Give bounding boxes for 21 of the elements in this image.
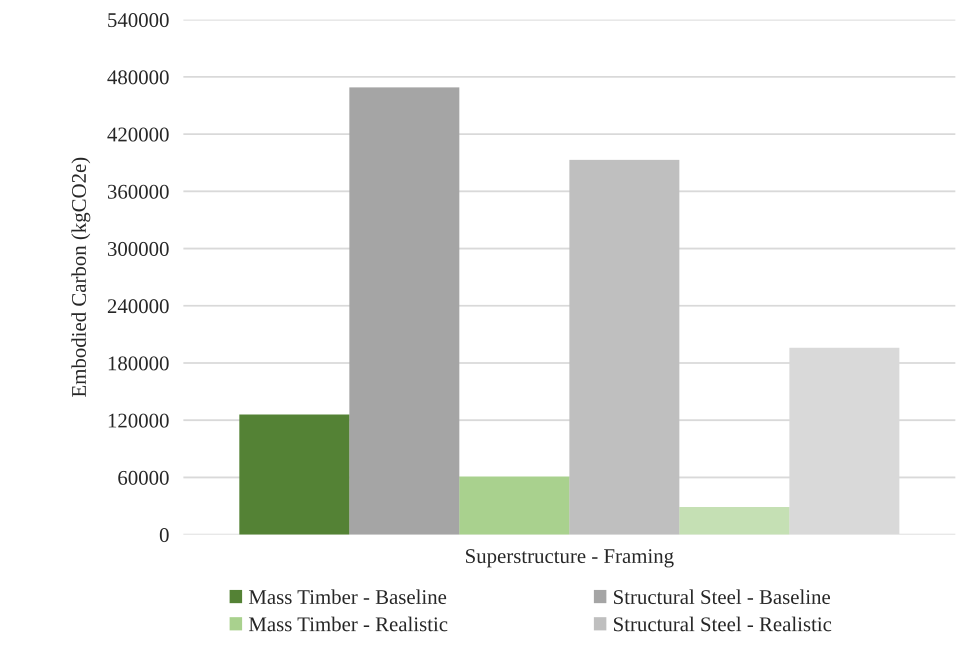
y-axis-title: Embodied Carbon (kgCO2e) [71, 158, 90, 397]
x-tick-label: Superstructure - Framing [466, 549, 674, 568]
y-tick-label: 60000 [118, 470, 169, 485]
bar [349, 87, 460, 535]
legend-label: Structural Steel - Baseline [614, 589, 830, 604]
bar [459, 476, 570, 535]
bar [679, 506, 790, 535]
y-tick-label: 300000 [108, 242, 169, 256]
y-tick-label: 540000 [108, 13, 169, 28]
legend-label: Mass Timber - Baseline [248, 589, 446, 604]
legend-label: Structural Steel - Realistic [614, 616, 832, 632]
legend-label: Mass Timber - Realistic [248, 616, 448, 632]
y-tick-label: 240000 [108, 299, 169, 314]
y-tick-label: 360000 [108, 184, 169, 199]
bar [239, 414, 350, 535]
bar [569, 160, 680, 535]
y-tick-label: 480000 [107, 70, 169, 84]
y-tick-label: 180000 [108, 356, 169, 370]
y-tick-label: 420000 [107, 127, 169, 142]
y-tick-label: 120000 [108, 414, 169, 428]
y-tick-label: 0 [160, 528, 169, 542]
